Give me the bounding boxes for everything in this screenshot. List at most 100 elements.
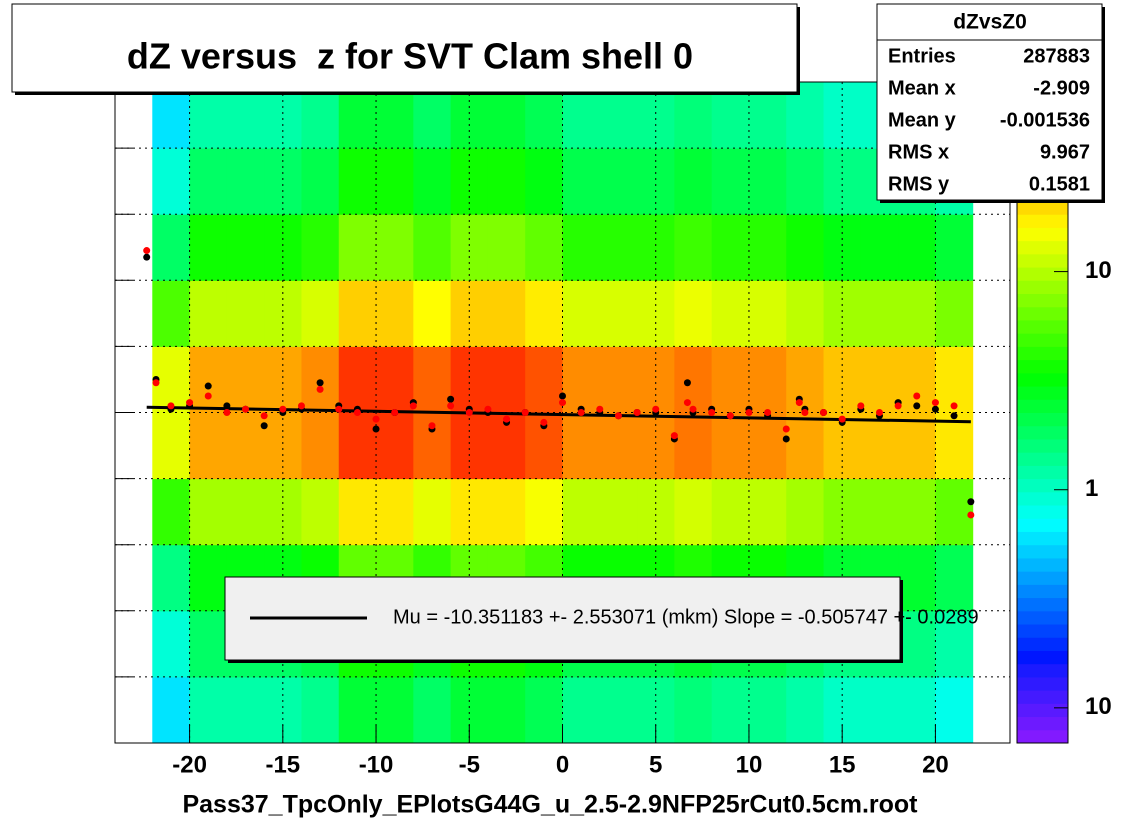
heatmap-cell — [152, 214, 191, 281]
colorbar-step — [1017, 359, 1068, 374]
heatmap-cell — [711, 280, 750, 347]
profile-point — [409, 402, 417, 410]
heatmap-cell — [189, 412, 228, 480]
colorbar-step — [1017, 650, 1068, 665]
profile-point — [689, 405, 697, 413]
profile-point — [559, 399, 566, 407]
heatmap-cell — [786, 676, 825, 744]
heatmap-cell — [226, 346, 265, 413]
heatmap-cell — [748, 280, 787, 347]
heatmap-cell — [301, 478, 340, 546]
z-tick-label: 10 — [1085, 693, 1112, 720]
profile-point — [967, 498, 975, 506]
stats-value: 0.1581 — [1029, 173, 1090, 195]
heatmap-cell — [674, 676, 713, 744]
colorbar-step — [1017, 531, 1068, 546]
heatmap-cell — [450, 148, 489, 215]
profile-point — [782, 425, 790, 433]
colorbar-step — [1017, 637, 1068, 651]
colorbar-step — [1017, 465, 1068, 480]
profile-point — [260, 412, 268, 420]
heatmap-cell — [152, 610, 191, 678]
heatmap-cell — [786, 214, 825, 281]
colorbar-step — [1017, 676, 1068, 691]
heatmap-cell — [413, 214, 452, 281]
profile-point — [577, 409, 585, 416]
profile-point — [931, 399, 939, 407]
colorbar-step — [1017, 571, 1068, 585]
x-tick-label: -15 — [265, 751, 300, 778]
profile-point — [670, 432, 678, 440]
colorbar-step — [1017, 267, 1068, 281]
heatmap-cell — [525, 676, 563, 744]
stats-box: dZvsZ0 Entries 287883 Mean x -2.909 Mean y -0… — [876, 3, 1105, 203]
x-tick-label: 0 — [556, 751, 569, 778]
heatmap-cell — [786, 148, 825, 215]
profile-point — [484, 405, 492, 413]
heatmap-cell — [898, 214, 936, 281]
heatmap-cell — [226, 478, 265, 546]
profile-point — [204, 392, 212, 400]
x-tick-label: 10 — [736, 751, 763, 778]
colorbar-step — [1017, 425, 1068, 440]
colorbar-step — [1017, 478, 1068, 493]
heatmap-cell — [301, 214, 340, 281]
heatmap-cell — [674, 148, 713, 215]
heatmap-cell — [562, 280, 601, 347]
heatmap-cell — [338, 412, 377, 480]
heatmap-cell — [674, 346, 713, 413]
heatmap-cell — [935, 676, 974, 744]
heatmap-cell — [226, 412, 265, 480]
heatmap-cell — [152, 148, 191, 215]
heatmap-cell — [748, 214, 787, 281]
heatmap-cell — [189, 610, 228, 678]
heatmap-cell — [450, 214, 489, 281]
profile-point — [875, 409, 883, 416]
heatmap-cell — [935, 610, 974, 678]
heatmap-cell — [599, 148, 638, 215]
profile-point — [540, 418, 548, 426]
heatmap-cell — [786, 346, 825, 413]
profile-point — [967, 511, 975, 519]
profile-point — [372, 415, 380, 423]
heatmap-cell — [338, 346, 377, 413]
heatmap-cell — [823, 148, 862, 215]
heatmap-cell — [525, 148, 563, 215]
heatmap-cell — [189, 280, 228, 347]
stats-label: Mean x — [888, 77, 956, 99]
heatmap-cell — [562, 676, 601, 744]
colorbar-step — [1017, 584, 1068, 599]
colorbar-step — [1017, 663, 1068, 678]
profile-point — [204, 382, 212, 390]
heatmap-cell — [189, 148, 228, 215]
heatmap-cell — [376, 148, 414, 215]
profile-point — [801, 409, 809, 416]
heatmap-cell — [711, 214, 750, 281]
profile-point — [186, 399, 194, 407]
heatmap-cell — [711, 148, 750, 215]
profile-point — [242, 405, 250, 413]
heatmap-cell — [264, 412, 302, 480]
colorbar-step — [1017, 452, 1068, 466]
profile-point — [279, 405, 287, 413]
colorbar-step — [1017, 690, 1068, 704]
heatmap-cell — [189, 214, 228, 281]
stats-value: -0.001536 — [1000, 109, 1090, 131]
profile-point — [745, 409, 753, 416]
colorbar-step — [1017, 624, 1068, 638]
heatmap-cell — [450, 412, 489, 480]
heatmap-cell — [860, 280, 899, 347]
heatmap-cell — [674, 280, 713, 347]
profile-point — [838, 415, 846, 423]
heatmap-cell — [226, 676, 265, 744]
chart-title: dZ versus z for SVT Clam shell 0 — [127, 36, 693, 77]
colorbar-step — [1017, 518, 1068, 532]
heatmap-cell — [898, 412, 936, 480]
profile-point — [335, 405, 343, 413]
heatmap-cell — [637, 478, 675, 546]
profile-point — [316, 379, 324, 387]
colorbar-step — [1017, 306, 1068, 321]
heatmap-cell — [301, 676, 340, 744]
heatmap-cell — [786, 412, 825, 480]
heatmap-cell — [748, 412, 787, 480]
